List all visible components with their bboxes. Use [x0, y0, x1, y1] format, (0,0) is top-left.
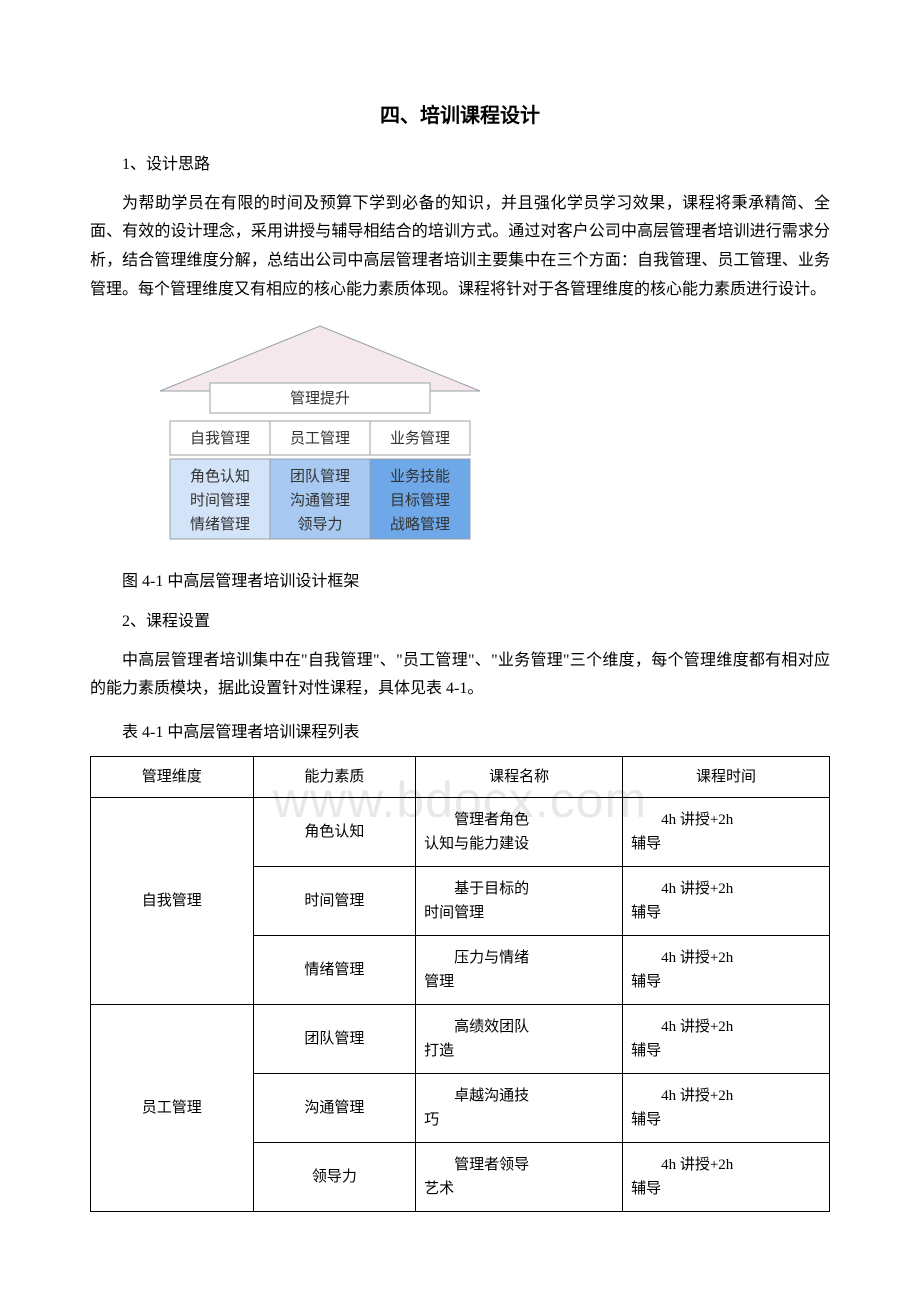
document-content: 四、培训课程设计 1、设计思路 为帮助学员在有限的时间及预算下学到必备的知识，并… [90, 100, 830, 1212]
table-header-course: 课程名称 [416, 756, 623, 797]
table-cell-course: 高绩效团队打造 [416, 1004, 623, 1073]
table-cell-time: 4h 讲授+2h辅导 [623, 797, 830, 866]
table-header-time: 课程时间 [623, 756, 830, 797]
table-cell-time: 4h 讲授+2h辅导 [623, 935, 830, 1004]
table-cell-capability: 情绪管理 [253, 935, 416, 1004]
table-cell-course: 卓越沟通技巧 [416, 1073, 623, 1142]
table-cell-course: 管理者角色认知与能力建设 [416, 797, 623, 866]
table-row: 员工管理团队管理高绩效团队打造4h 讲授+2h辅导 [91, 1004, 830, 1073]
diagram-item-text: 角色认知 [190, 468, 250, 485]
framework-diagram: 管理提升 自我管理 员工管理 业务管理 角色认知时间管理情绪管理 团队管理沟通管理领导… [150, 321, 830, 550]
table-cell-time: 4h 讲授+2h辅导 [623, 1073, 830, 1142]
diagram-item-text: 时间管理 [190, 492, 250, 509]
table-cell-capability: 角色认知 [253, 797, 416, 866]
document-title: 四、培训课程设计 [90, 100, 830, 132]
roof-label: 管理提升 [290, 390, 350, 407]
diagram-roof [160, 326, 480, 391]
table-cell-capability: 沟通管理 [253, 1073, 416, 1142]
table-cell-time: 4h 讲授+2h辅导 [623, 866, 830, 935]
diagram-item-text: 目标管理 [390, 492, 450, 509]
table-cell-capability: 时间管理 [253, 866, 416, 935]
diagram-header-text: 业务管理 [390, 430, 450, 447]
course-table: 管理维度 能力素质 课程名称 课程时间 自我管理角色认知管理者角色认知与能力建设… [90, 756, 830, 1212]
table-header-capability: 能力素质 [253, 756, 416, 797]
diagram-header-text: 员工管理 [290, 430, 350, 447]
table-header-dimension: 管理维度 [91, 756, 254, 797]
diagram-item-text: 战略管理 [390, 516, 450, 533]
diagram-item-text: 领导力 [297, 516, 342, 533]
table-cell-time: 4h 讲授+2h辅导 [623, 1142, 830, 1211]
table-cell-time: 4h 讲授+2h辅导 [623, 1004, 830, 1073]
table-cell-course: 管理者领导艺术 [416, 1142, 623, 1211]
diagram-item-text: 业务技能 [390, 468, 450, 485]
diagram-item-text: 沟通管理 [290, 492, 350, 509]
section-2-paragraph: 中高层管理者培训集中在"自我管理"、"员工管理"、"业务管理"三个维度，每个管理… [90, 647, 830, 705]
diagram-item-text: 情绪管理 [190, 516, 250, 533]
table-cell-capability: 团队管理 [253, 1004, 416, 1073]
table-cell-capability: 领导力 [253, 1142, 416, 1211]
section-1-heading: 1、设计思路 [90, 152, 830, 178]
table-cell-course: 基于目标的时间管理 [416, 866, 623, 935]
table-header-row: 管理维度 能力素质 课程名称 课程时间 [91, 756, 830, 797]
table-cell-course: 压力与情绪管理 [416, 935, 623, 1004]
table-cell-dimension: 自我管理 [91, 797, 254, 1004]
section-1-paragraph: 为帮助学员在有限的时间及预算下学到必备的知识，并且强化学员学习效果，课程将秉承精… [90, 190, 830, 305]
figure-caption: 图 4-1 中高层管理者培训设计框架 [90, 569, 830, 595]
diagram-header-text: 自我管理 [190, 430, 250, 447]
section-2-heading: 2、课程设置 [90, 609, 830, 635]
table-cell-dimension: 员工管理 [91, 1004, 254, 1211]
diagram-item-text: 团队管理 [290, 468, 350, 485]
table-caption: 表 4-1 中高层管理者培训课程列表 [90, 720, 830, 746]
table-row: 自我管理角色认知管理者角色认知与能力建设4h 讲授+2h辅导 [91, 797, 830, 866]
